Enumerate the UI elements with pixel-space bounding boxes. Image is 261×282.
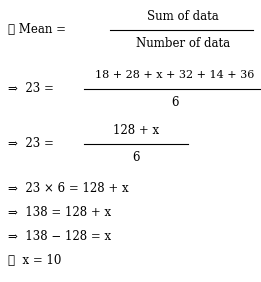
Text: 18 + 28 + x + 32 + 14 + 36: 18 + 28 + x + 32 + 14 + 36	[95, 70, 254, 80]
Text: ∴  x = 10: ∴ x = 10	[8, 254, 61, 267]
Text: ⇒  138 = 128 + x: ⇒ 138 = 128 + x	[8, 206, 111, 219]
Text: ⇒  23 =: ⇒ 23 =	[8, 82, 54, 95]
Text: Number of data: Number of data	[136, 37, 230, 50]
Text: 128 + x: 128 + x	[113, 124, 159, 137]
Text: ⇒  138 − 128 = x: ⇒ 138 − 128 = x	[8, 230, 111, 243]
Text: ∴ Mean =: ∴ Mean =	[8, 23, 66, 36]
Text: ⇒  23 × 6 = 128 + x: ⇒ 23 × 6 = 128 + x	[8, 182, 128, 195]
Text: Sum of data: Sum of data	[147, 10, 218, 23]
Text: 6: 6	[132, 151, 139, 164]
Text: ⇒  23 =: ⇒ 23 =	[8, 137, 54, 150]
Text: 6: 6	[171, 96, 179, 109]
